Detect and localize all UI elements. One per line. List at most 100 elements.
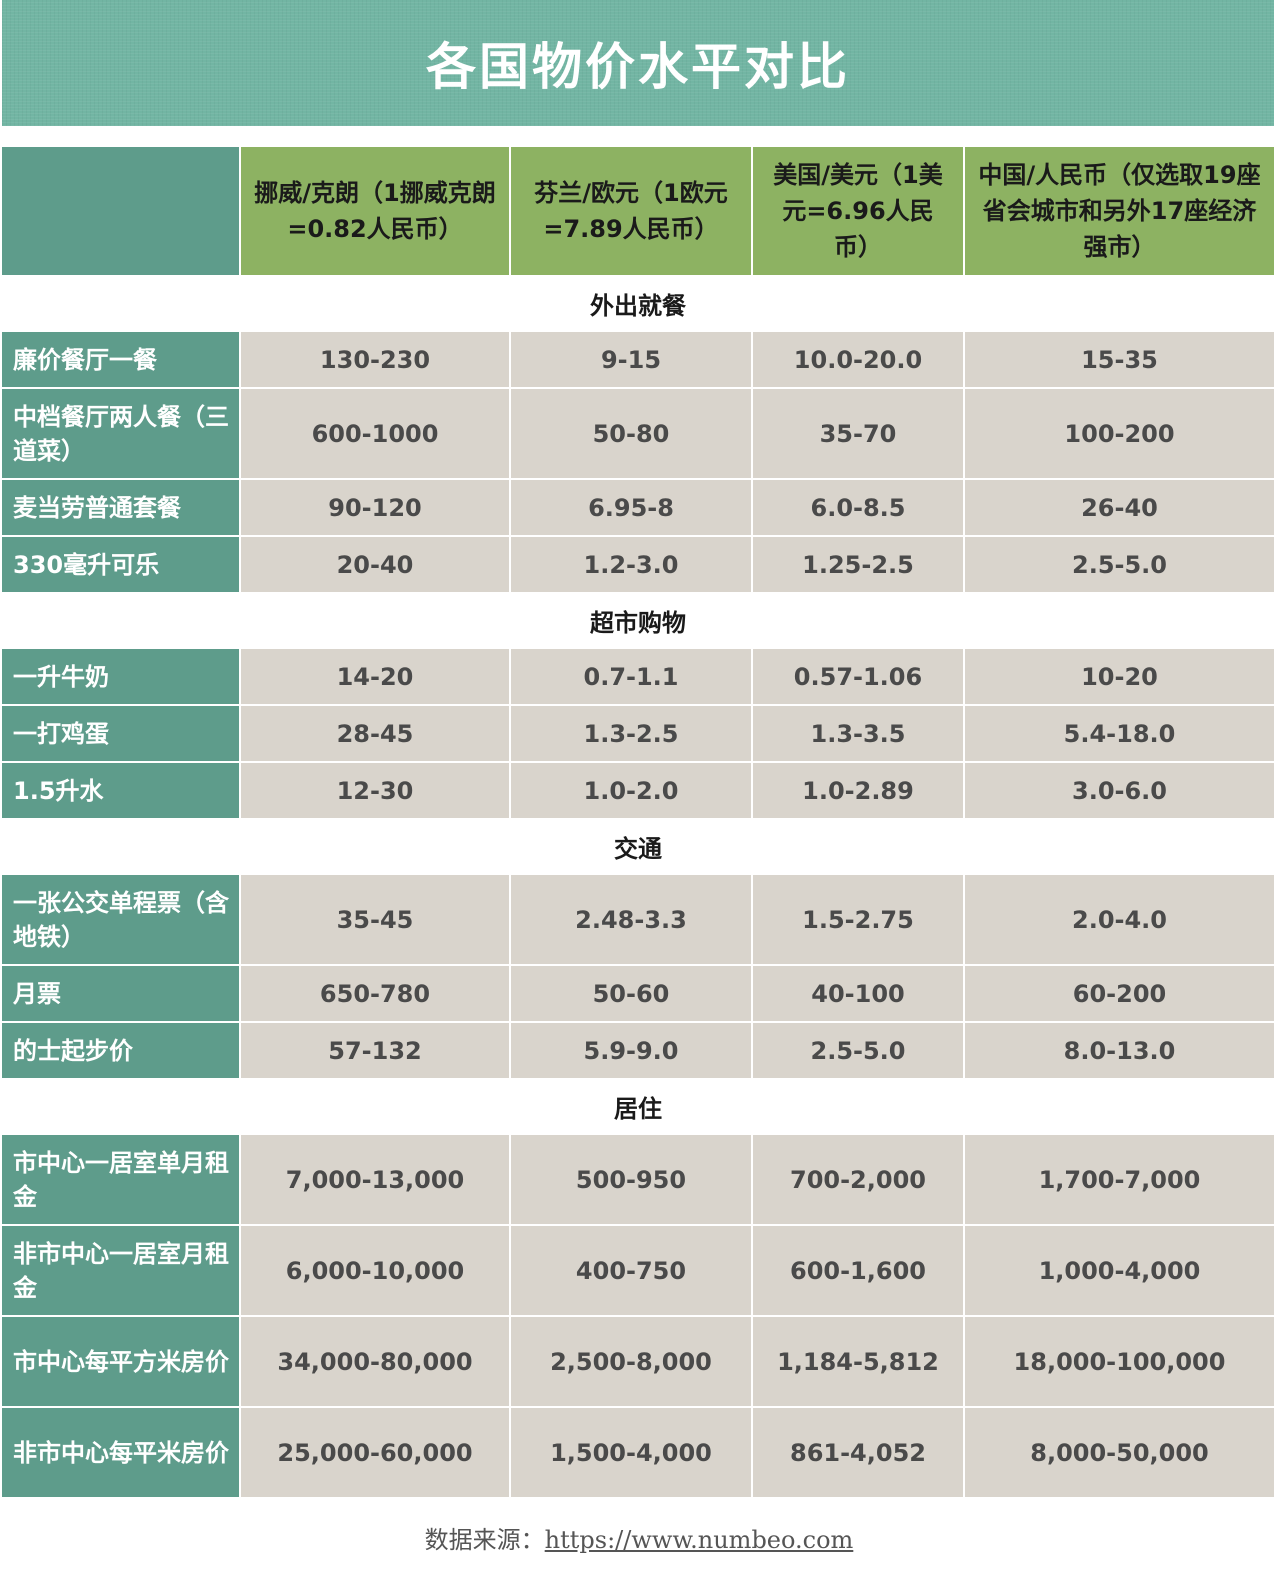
row-label: 一张公交单程票（含地铁） <box>2 875 241 965</box>
cell-norway: 28-45 <box>240 704 511 762</box>
table-row: 市中心一居室单月租金 7,000-13,000 500-950 700-2,00… <box>2 1135 1274 1225</box>
cell-norway: 34,000-80,000 <box>240 1315 511 1407</box>
cell-finland: 1.0-2.0 <box>510 761 753 818</box>
cell-finland: 6.95-8 <box>510 478 753 536</box>
header-usa: 美国/美元（1美元=6.96人民币） <box>752 147 965 275</box>
cell-finland: 2.48-3.3 <box>510 875 753 965</box>
cell-usa: 1,184-5,812 <box>752 1315 965 1407</box>
cell-finland: 0.7-1.1 <box>510 649 753 705</box>
header-china: 中国/人民币（仅选取19座省会城市和另外17座经济强市） <box>964 147 1274 275</box>
cell-china: 18,000-100,000 <box>964 1315 1274 1407</box>
cell-norway: 600-1000 <box>240 387 511 479</box>
cell-china: 1,700-7,000 <box>964 1135 1274 1225</box>
cell-finland: 50-60 <box>510 964 753 1022</box>
table-row: 的士起步价 57-132 5.9-9.0 2.5-5.0 8.0-13.0 <box>2 1021 1274 1078</box>
title-banner: 各国物价水平对比 <box>2 0 1274 126</box>
row-label: 的士起步价 <box>2 1021 241 1078</box>
cell-norway: 12-30 <box>240 761 511 818</box>
header-corner-cell <box>2 147 241 275</box>
table-row: 月票 650-780 50-60 40-100 60-200 <box>2 964 1274 1022</box>
cell-china: 3.0-6.0 <box>964 761 1274 818</box>
table-row: 一打鸡蛋 28-45 1.3-2.5 1.3-3.5 5.4-18.0 <box>2 704 1274 762</box>
source-label: 数据来源： <box>424 1526 545 1554</box>
section-title: 居住 <box>2 1078 1274 1135</box>
cell-usa: 1.5-2.75 <box>752 875 965 965</box>
row-label: 330毫升可乐 <box>2 535 241 592</box>
cell-usa: 1.0-2.89 <box>752 761 965 818</box>
cell-norway: 6,000-10,000 <box>240 1224 511 1316</box>
row-label: 一打鸡蛋 <box>2 704 241 762</box>
row-label: 非市中心每平米房价 <box>2 1406 241 1497</box>
cell-usa: 6.0-8.5 <box>752 478 965 536</box>
cell-finland: 1.2-3.0 <box>510 535 753 592</box>
cell-norway: 130-230 <box>240 332 511 388</box>
cell-norway: 650-780 <box>240 964 511 1022</box>
cell-norway: 25,000-60,000 <box>240 1406 511 1497</box>
cell-finland: 50-80 <box>510 387 753 479</box>
section-row-housing: 居住 <box>2 1078 1274 1135</box>
row-label: 廉价餐厅一餐 <box>2 332 241 388</box>
row-label: 1.5升水 <box>2 761 241 818</box>
row-label: 一升牛奶 <box>2 649 241 705</box>
cell-usa: 861-4,052 <box>752 1406 965 1497</box>
table-row: 一张公交单程票（含地铁） 35-45 2.48-3.3 1.5-2.75 2.0… <box>2 875 1274 965</box>
cell-finland: 1,500-4,000 <box>510 1406 753 1497</box>
page-title: 各国物价水平对比 <box>426 38 850 96</box>
cell-norway: 20-40 <box>240 535 511 592</box>
cell-finland: 2,500-8,000 <box>510 1315 753 1407</box>
section-row-dining: 外出就餐 <box>2 275 1274 332</box>
section-title: 超市购物 <box>2 592 1274 649</box>
cell-norway: 35-45 <box>240 875 511 965</box>
cell-finland: 9-15 <box>510 332 753 388</box>
cell-usa: 600-1,600 <box>752 1224 965 1316</box>
cell-china: 2.5-5.0 <box>964 535 1274 592</box>
section-title: 交通 <box>2 818 1274 875</box>
table-row: 麦当劳普通套餐 90-120 6.95-8 6.0-8.5 26-40 <box>2 478 1274 536</box>
cell-finland: 1.3-2.5 <box>510 704 753 762</box>
table-row: 330毫升可乐 20-40 1.2-3.0 1.25-2.5 2.5-5.0 <box>2 535 1274 592</box>
cell-usa: 35-70 <box>752 387 965 479</box>
cell-norway: 90-120 <box>240 478 511 536</box>
table-row: 一升牛奶 14-20 0.7-1.1 0.57-1.06 10-20 <box>2 649 1274 705</box>
table-row: 1.5升水 12-30 1.0-2.0 1.0-2.89 3.0-6.0 <box>2 761 1274 818</box>
row-label: 麦当劳普通套餐 <box>2 478 241 536</box>
row-label: 中档餐厅两人餐（三道菜） <box>2 387 241 479</box>
price-comparison-table: 挪威/克朗（1挪威克朗=0.82人民币） 芬兰/欧元（1欧元=7.89人民币） … <box>2 147 1274 1497</box>
row-label: 月票 <box>2 964 241 1022</box>
table-row: 非市中心一居室月租金 6,000-10,000 400-750 600-1,60… <box>2 1224 1274 1316</box>
cell-finland: 400-750 <box>510 1224 753 1316</box>
section-row-supermarket: 超市购物 <box>2 592 1274 649</box>
data-source-note: 数据来源：https://www.numbeo.com <box>0 1520 1278 1555</box>
table-row: 廉价餐厅一餐 130-230 9-15 10.0-20.0 15-35 <box>2 332 1274 388</box>
table-header-row: 挪威/克朗（1挪威克朗=0.82人民币） 芬兰/欧元（1欧元=7.89人民币） … <box>2 147 1274 275</box>
cell-finland: 500-950 <box>510 1135 753 1225</box>
cell-china: 8.0-13.0 <box>964 1021 1274 1078</box>
cell-china: 26-40 <box>964 478 1274 536</box>
cell-china: 15-35 <box>964 332 1274 388</box>
row-label: 市中心一居室单月租金 <box>2 1135 241 1225</box>
cell-usa: 1.3-3.5 <box>752 704 965 762</box>
source-link[interactable]: https://www.numbeo.com <box>544 1526 854 1554</box>
cell-usa: 10.0-20.0 <box>752 332 965 388</box>
header-finland: 芬兰/欧元（1欧元=7.89人民币） <box>510 147 753 275</box>
cell-china: 100-200 <box>964 387 1274 479</box>
cell-china: 60-200 <box>964 964 1274 1022</box>
cell-norway: 7,000-13,000 <box>240 1135 511 1225</box>
section-title: 外出就餐 <box>2 275 1274 332</box>
cell-china: 2.0-4.0 <box>964 875 1274 965</box>
header-norway: 挪威/克朗（1挪威克朗=0.82人民币） <box>240 147 511 275</box>
cell-china: 8,000-50,000 <box>964 1406 1274 1497</box>
table-row: 中档餐厅两人餐（三道菜） 600-1000 50-80 35-70 100-20… <box>2 387 1274 479</box>
cell-norway: 14-20 <box>240 649 511 705</box>
cell-usa: 700-2,000 <box>752 1135 965 1225</box>
row-label: 非市中心一居室月租金 <box>2 1224 241 1316</box>
cell-usa: 40-100 <box>752 964 965 1022</box>
cell-finland: 5.9-9.0 <box>510 1021 753 1078</box>
table-row: 非市中心每平米房价 25,000-60,000 1,500-4,000 861-… <box>2 1406 1274 1497</box>
row-label: 市中心每平方米房价 <box>2 1315 241 1407</box>
cell-china: 5.4-18.0 <box>964 704 1274 762</box>
section-row-transport: 交通 <box>2 818 1274 875</box>
cell-usa: 0.57-1.06 <box>752 649 965 705</box>
table-row: 市中心每平方米房价 34,000-80,000 2,500-8,000 1,18… <box>2 1315 1274 1407</box>
cell-norway: 57-132 <box>240 1021 511 1078</box>
